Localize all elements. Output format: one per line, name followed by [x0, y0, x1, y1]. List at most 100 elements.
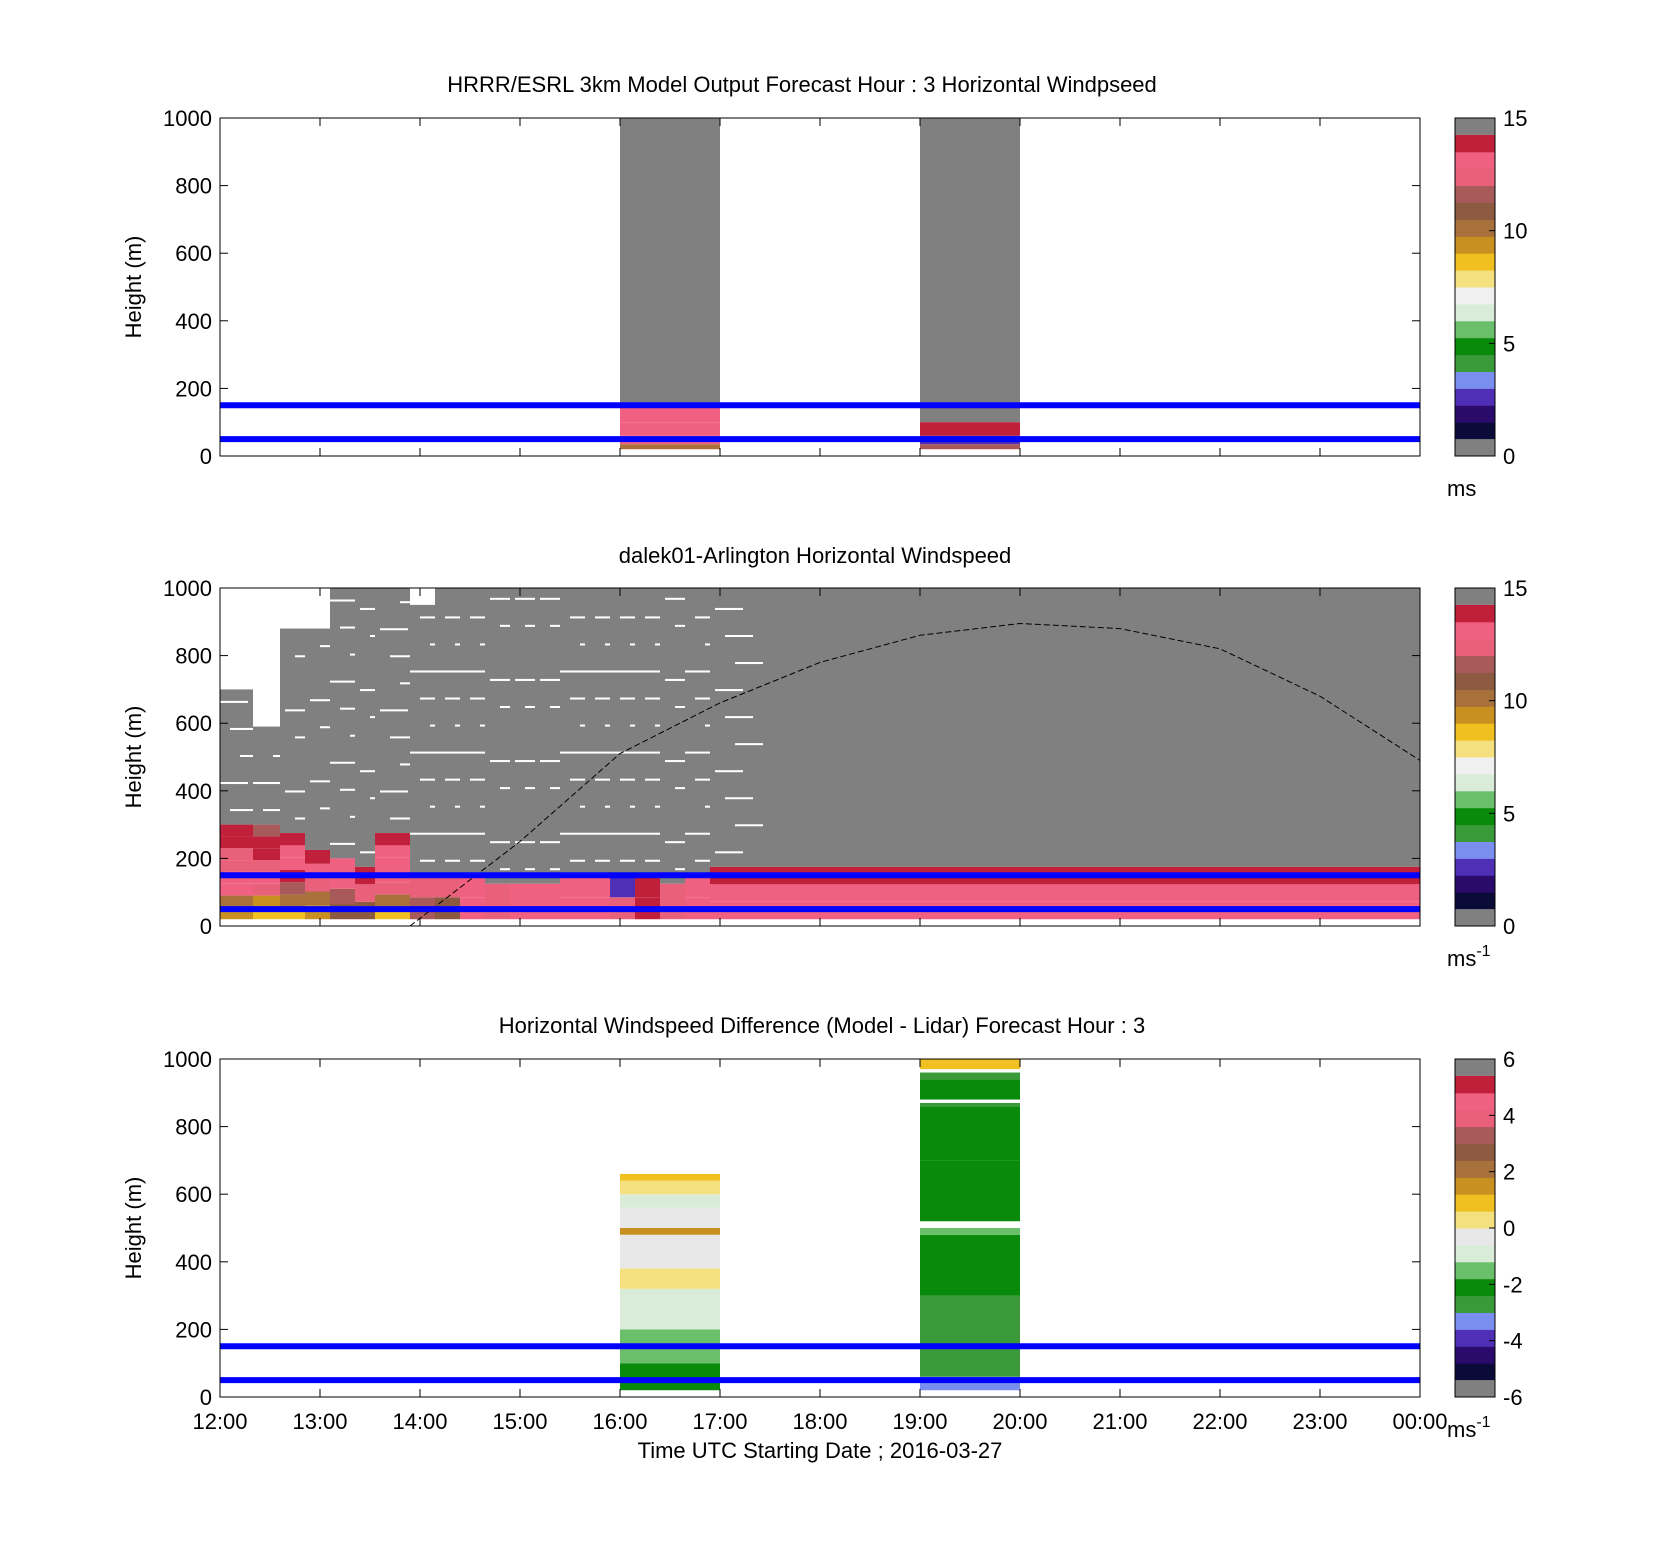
dropout-cell [390, 736, 410, 739]
dropout-cell [620, 616, 635, 619]
x-tick-label: 15:00 [492, 1409, 547, 1434]
dropout-cell [610, 670, 635, 673]
colorbar-frame [1454, 117, 1496, 457]
colorbar-segment [1455, 604, 1495, 623]
dropout-cell [310, 699, 330, 702]
heatmap-cell [920, 1228, 1020, 1235]
dropout-cell [655, 805, 660, 808]
dropout-cell [580, 805, 585, 808]
colorbar-segment [1455, 841, 1495, 859]
dropout-cell [550, 705, 560, 708]
dropout-cell [430, 805, 435, 808]
dropout-cell [570, 778, 585, 781]
heatmap-cell [620, 1194, 720, 1208]
heatmap-cell [920, 1160, 1020, 1222]
heatmap-cell [330, 858, 355, 874]
dropout-cell [580, 724, 585, 727]
dropout-cell [480, 805, 485, 808]
colorbar-segment [1455, 185, 1495, 203]
dropout-cell [500, 705, 510, 708]
heatmap-cell [253, 824, 280, 837]
colorbar-segment [1455, 1312, 1495, 1330]
x-tick-label: 21:00 [1092, 1409, 1147, 1434]
dropout-cell [715, 607, 743, 610]
dropout-cell [635, 670, 660, 673]
dropout-cell [685, 751, 710, 754]
heatmap-cell [375, 894, 410, 907]
colorbar-segment [1455, 320, 1495, 339]
colorbar-tick-label: 4 [1503, 1103, 1515, 1128]
heatmap-cell [920, 1234, 1020, 1296]
dropout-cell [560, 751, 585, 754]
heatmap-cell [253, 895, 280, 908]
heatmap-cell [280, 833, 305, 846]
dropout-cell [610, 832, 635, 835]
colorbar-tick-label: 2 [1503, 1160, 1515, 1185]
dropout-cell [695, 616, 710, 619]
boundary-layer-curve [409, 622, 1421, 927]
dropout-cell [735, 662, 763, 665]
y-tick-label: 200 [175, 846, 212, 871]
dropout-cell [655, 724, 660, 727]
dropout-cell [540, 678, 560, 681]
heatmap-cell [375, 845, 410, 858]
model-plot-area [220, 118, 1420, 456]
dropout-cell [330, 842, 355, 845]
x-tick-label: 13:00 [292, 1409, 347, 1434]
dropout-cell [585, 751, 610, 754]
dropout-cell [220, 782, 248, 785]
dropout-cell [445, 616, 460, 619]
colorbar-segment [1455, 371, 1495, 389]
colorbar-segment [1455, 1295, 1495, 1313]
colorbar-segment [1455, 1177, 1495, 1195]
dropout-cell [540, 597, 560, 600]
dropout-cell [370, 797, 375, 800]
x-tick-label: 17:00 [692, 1409, 747, 1434]
colorbar-tick-label: 10 [1503, 689, 1527, 714]
x-tick-label: 22:00 [1192, 1409, 1247, 1434]
dropout-cell [470, 859, 485, 862]
dropout-cell [635, 751, 660, 754]
dropout-cell [390, 817, 410, 820]
heatmap-cell [560, 875, 585, 898]
heatmap-cell [585, 875, 610, 898]
dropout-cell [665, 678, 685, 681]
dropout-cell [695, 859, 710, 862]
y-tick-label: 600 [175, 241, 212, 266]
dropout-cell [390, 655, 410, 658]
dropout-cell [540, 841, 560, 844]
missing-data-cell [920, 118, 1020, 423]
missing-data-cell [510, 588, 535, 884]
colorbar-segment [1455, 1278, 1495, 1297]
colorbar-segment [1455, 303, 1495, 322]
dropout-cell [400, 682, 410, 685]
dropout-cell [455, 805, 460, 808]
colorbar-tick-label: 5 [1503, 801, 1515, 826]
difference-panel-title: Horizontal Windspeed Difference (Model -… [499, 1013, 1145, 1038]
heatmap-cell [620, 1288, 720, 1296]
heatmap-cell [220, 907, 253, 920]
colorbar-tick-label: 0 [1503, 1216, 1515, 1241]
y-tick-label: 0 [200, 1385, 212, 1410]
dropout-cell [285, 790, 305, 793]
colorbar-segment [1455, 909, 1495, 926]
dropout-cell [540, 760, 560, 763]
dropout-cell [550, 624, 560, 627]
lidar-heatmap-cells [220, 588, 1420, 920]
heatmap-cell [305, 877, 330, 892]
dropout-cell [340, 707, 355, 710]
model-y-label: Height (m) [121, 236, 146, 339]
dropout-cell [525, 787, 535, 790]
heatmap-cell [220, 883, 253, 896]
x-tick-label: 19:00 [892, 1409, 947, 1434]
model-panel-title: HRRR/ESRL 3km Model Output Forecast Hour… [447, 72, 1157, 97]
missing-data-cell [585, 588, 610, 876]
colorbar-tick-label: 5 [1503, 331, 1515, 356]
heatmap-cell [253, 907, 280, 920]
missing-data-cell [330, 588, 355, 859]
colorbar-tick-label: -2 [1503, 1272, 1523, 1297]
dropout-cell [735, 824, 763, 827]
y-tick-label: 400 [175, 779, 212, 804]
dropout-cell [420, 859, 435, 862]
dropout-cell [285, 709, 305, 712]
